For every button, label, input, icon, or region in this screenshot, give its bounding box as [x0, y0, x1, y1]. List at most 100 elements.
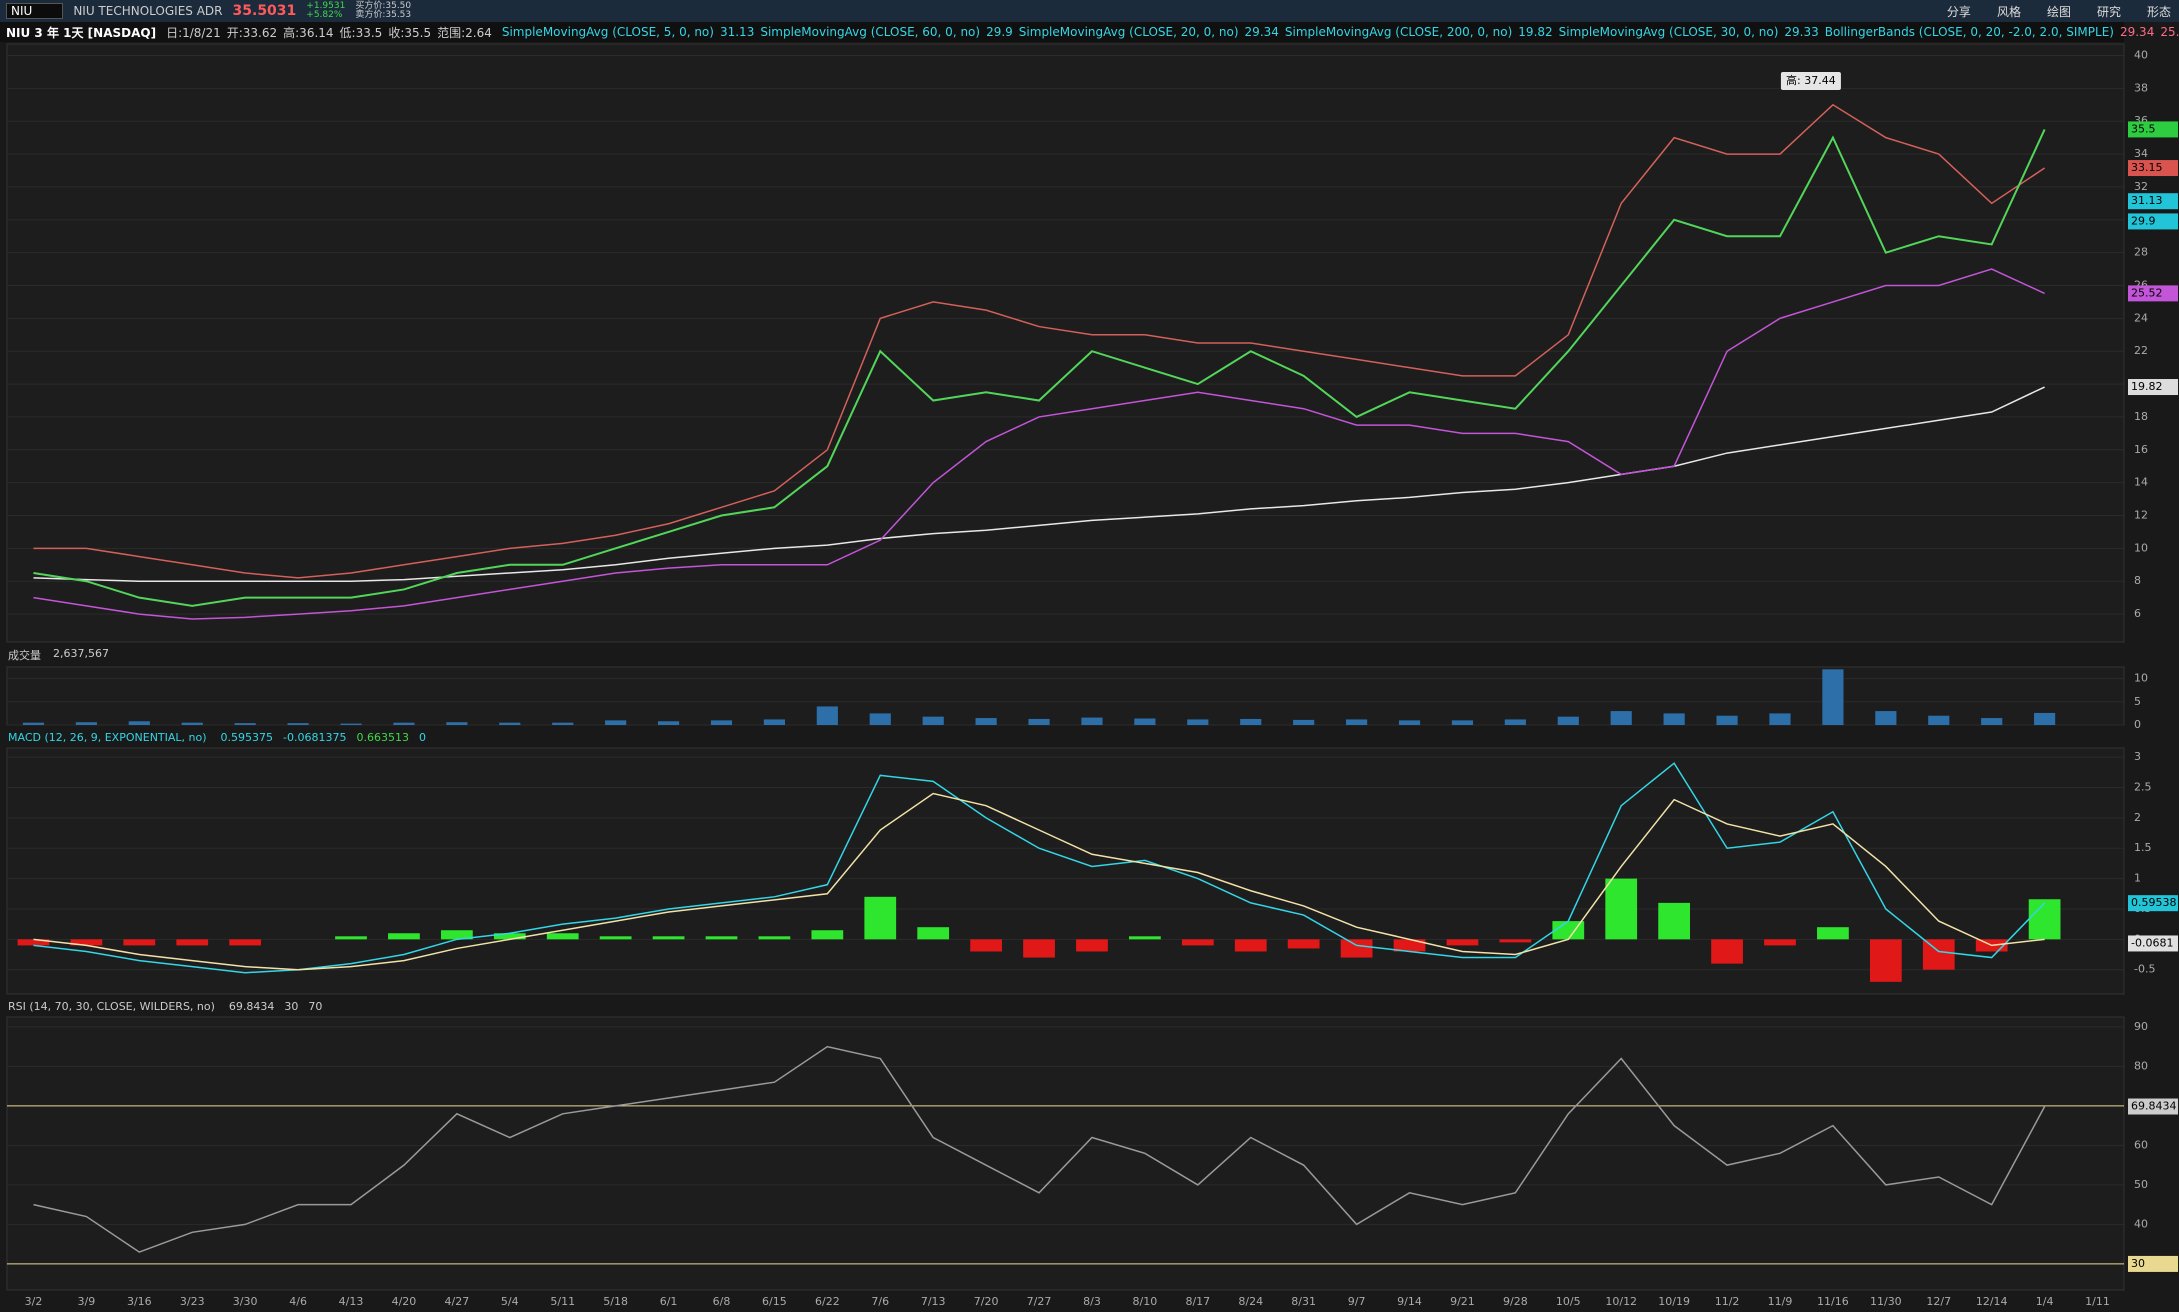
- volume-bar: [287, 723, 309, 725]
- value-tag-label: 35.5: [2131, 122, 2156, 135]
- histogram-bar: [388, 933, 420, 940]
- histogram-bar: [1340, 939, 1373, 958]
- histogram-bar: [1181, 939, 1214, 946]
- value-tag: [2128, 121, 2178, 138]
- study-value: 25.52: [2160, 25, 2179, 39]
- volume-bar: [2034, 712, 2056, 725]
- toolbar-buttons: 分享 风格 绘图 研究 形态: [1947, 0, 2171, 22]
- histogram-bar: [1393, 939, 1426, 952]
- histogram-bar: [1499, 939, 1532, 943]
- annotation-box: [1780, 72, 1841, 90]
- volume-bar: [1134, 718, 1156, 725]
- chart-title: NIU 3 年 1天 [NASDAQ]: [6, 25, 157, 40]
- volume-header: 成交量 2,637,567: [6, 647, 111, 663]
- histogram-bar: [1552, 921, 1585, 940]
- y-tick-label: 18: [2134, 410, 2148, 423]
- macd-readout: 0.663513: [356, 731, 410, 744]
- y-tick-label: 80: [2134, 1059, 2148, 1072]
- macd-readout: -0.0681375: [283, 731, 347, 744]
- y-tick-label: 12: [2134, 509, 2148, 522]
- study-value: 29.33: [1784, 25, 1819, 39]
- series-line: [33, 129, 2046, 607]
- toolbar-button[interactable]: 绘图: [2046, 4, 2071, 19]
- volume-bar: [1663, 713, 1685, 725]
- histogram-bar: [1922, 939, 1955, 970]
- histogram-bar: [758, 936, 791, 940]
- toolbar-button[interactable]: 研究: [2096, 4, 2121, 19]
- ohlc-item: 高:36.14: [283, 25, 334, 40]
- study-label: SimpleMovingAvg (CLOSE, 200, 0, no): [1284, 25, 1513, 39]
- histogram-bar: [70, 939, 103, 946]
- x-tick-label: 5/11: [550, 1295, 575, 1308]
- studies: SimpleMovingAvg (CLOSE, 5, 0, no) 31.13 Si…: [502, 25, 2179, 39]
- x-tick-label: 7/13: [921, 1295, 946, 1308]
- volume-bar: [1081, 717, 1103, 725]
- y-tick-label: 1: [2134, 872, 2141, 885]
- toolbar-button[interactable]: 分享: [1946, 4, 1971, 19]
- x-tick-label: 3/23: [180, 1295, 205, 1308]
- histogram-bar: [864, 896, 897, 940]
- quote-box: 买方价:35.50 卖方价:35.53: [355, 2, 411, 20]
- volume-bar: [1398, 720, 1421, 725]
- y-tick-label: 60: [2134, 1138, 2148, 1151]
- x-tick-label: 7/20: [974, 1295, 999, 1308]
- annotation: 高: 37.44: [1786, 73, 1836, 87]
- ohlc-item: 日:1/8/21: [166, 25, 221, 40]
- x-tick-label: 6/15: [762, 1295, 787, 1308]
- histogram-bar: [335, 936, 367, 940]
- histogram-bar: [811, 930, 844, 940]
- volume-bar: [234, 723, 256, 725]
- toolbar-button[interactable]: 形态: [2146, 4, 2171, 19]
- symbol-box[interactable]: NIU: [6, 3, 64, 19]
- series-line: [33, 268, 2045, 620]
- volume-bar: [1875, 711, 1897, 725]
- volume-bar: [1822, 669, 1844, 725]
- x-tick-label: 8/3: [1083, 1295, 1101, 1308]
- volume-bar: [1028, 718, 1050, 725]
- x-tick-label: 3/9: [78, 1295, 96, 1308]
- value-tag: [2128, 213, 2178, 230]
- y-tick-label: 8: [2134, 574, 2141, 587]
- volume-bar: [22, 722, 45, 725]
- toolbar-button[interactable]: 风格: [1996, 4, 2021, 19]
- rsi-readout: 70: [308, 1000, 323, 1013]
- value-tag: [2128, 1255, 2178, 1272]
- panel-bg: [6, 747, 2125, 995]
- panel-bg: [6, 1016, 2125, 1291]
- histogram-bar: [1446, 939, 1479, 946]
- histogram-bar: [1605, 878, 1638, 940]
- y-tick-label: 34: [2134, 147, 2148, 160]
- last-price: 35.5031: [232, 3, 297, 19]
- x-tick-label: 10/12: [1605, 1295, 1637, 1308]
- y-tick-label: 50: [2134, 1178, 2148, 1191]
- series-line: [33, 792, 2045, 971]
- value-tag-label: 0.59538: [2131, 896, 2177, 909]
- volume-bar: [75, 722, 97, 725]
- study-label: SimpleMovingAvg (CLOSE, 30, 0, no): [1558, 25, 1779, 39]
- x-tick-label: 8/17: [1185, 1295, 1210, 1308]
- rsi-header: RSI (14, 70, 30, CLOSE, WILDERS, no) 69.8…: [6, 1000, 326, 1013]
- volume-bar: [869, 713, 891, 725]
- y-tick-label: 38: [2134, 81, 2148, 94]
- y-tick-label: 40: [2134, 1217, 2148, 1230]
- y-tick-label: 2: [2134, 811, 2141, 824]
- study-value: 19.82: [1518, 25, 1553, 39]
- company: NIU TECHNOLOGIES ADR: [73, 4, 223, 18]
- histogram-bar: [2028, 899, 2061, 940]
- volume-bar: [1928, 715, 1950, 725]
- x-tick-label: 7/27: [1027, 1295, 1052, 1308]
- panel-bg: [6, 43, 2125, 643]
- series-line: [33, 103, 2046, 579]
- change-pct: +5.82%: [306, 10, 343, 20]
- x-tick-label: 9/7: [1348, 1295, 1366, 1308]
- histogram-bar: [705, 936, 738, 940]
- x-tick-label: 3/16: [127, 1295, 152, 1308]
- volume-bar: [340, 723, 362, 725]
- x-tick-label: 9/21: [1450, 1295, 1475, 1308]
- histogram-bar: [599, 936, 632, 940]
- histogram-bar: [229, 939, 262, 946]
- y-tick-label: 40: [2134, 49, 2148, 62]
- value-tag-label: 19.82: [2131, 380, 2163, 393]
